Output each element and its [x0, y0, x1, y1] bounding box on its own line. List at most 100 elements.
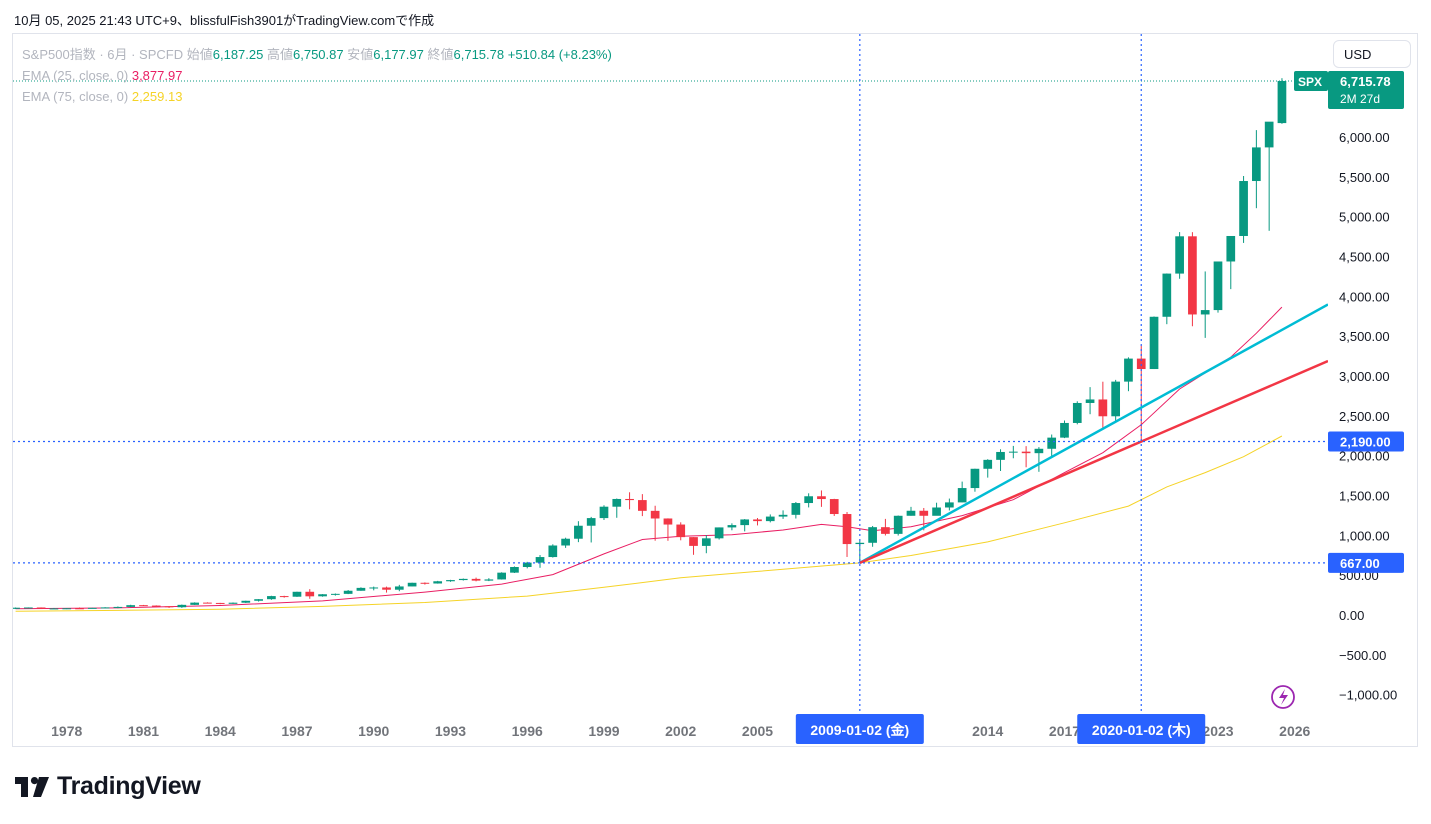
- x-tick-label: 1990: [358, 723, 389, 739]
- candle-body: [420, 582, 430, 584]
- ema75-line: [15, 435, 1283, 612]
- candle-body: [804, 496, 814, 504]
- candle-body: [343, 590, 353, 594]
- high-label: 高値: [266, 47, 293, 62]
- close-value: 6,715.78: [453, 47, 505, 62]
- candle-body: [254, 599, 263, 601]
- candle-body: [177, 604, 187, 608]
- ohlc-row: S&P500指数 · 6月 · SPCFD 始値6,187.25 高値6,750…: [22, 44, 612, 65]
- candle-body: [1162, 273, 1172, 317]
- candle-body: [574, 525, 583, 539]
- y-tick-label: 4,000.00: [1339, 289, 1390, 304]
- candle-body: [62, 608, 72, 610]
- y-tick-label: 2,500.00: [1339, 409, 1390, 424]
- candle-body: [510, 567, 519, 573]
- ema75-value: 2,259.13: [131, 89, 183, 104]
- tradingview-logo[interactable]: TradingView: [15, 772, 201, 801]
- candle-body: [625, 498, 634, 501]
- candle-body: [1124, 358, 1133, 382]
- candle-body: [151, 605, 161, 607]
- candle-body: [497, 572, 506, 580]
- candle-body: [522, 562, 532, 568]
- candle-body: [1188, 236, 1197, 315]
- x-tick-label: 1993: [435, 723, 466, 739]
- candle-body: [586, 518, 596, 526]
- candle-body: [13, 607, 20, 609]
- candle-body: [1111, 381, 1121, 417]
- price-level-badge: [1328, 552, 1404, 573]
- candle-body: [458, 578, 468, 581]
- open-label: 始値: [186, 47, 213, 62]
- candle-body: [279, 596, 289, 598]
- low-value: 6,177.97: [373, 47, 424, 62]
- candle-body: [1264, 121, 1274, 148]
- x-tick-label: 1981: [128, 723, 159, 739]
- candle-body: [1085, 399, 1095, 403]
- candle-body: [765, 516, 775, 522]
- ema25-line: [15, 306, 1283, 610]
- candle-body: [881, 527, 890, 534]
- candle-body: [407, 582, 417, 587]
- candle-body: [945, 502, 954, 508]
- x-tick-label: 1984: [205, 723, 236, 739]
- candle-body: [318, 594, 327, 597]
- ema25-row[interactable]: EMA (25, close, 0) 3,877.97: [22, 65, 612, 86]
- y-tick-label: 4,500.00: [1339, 250, 1390, 265]
- date-badge-text: 2009-01-02 (金): [810, 722, 909, 738]
- ema75-row[interactable]: EMA (75, close, 0) 2,259.13: [22, 86, 612, 107]
- candle-body: [893, 515, 903, 534]
- candle-body: [305, 591, 315, 597]
- brand-name: TradingView: [57, 772, 201, 800]
- currency-selector[interactable]: USD: [1333, 40, 1411, 68]
- high-value: 6,750.87: [293, 47, 344, 62]
- candle-body: [1098, 399, 1108, 417]
- candle-body: [113, 606, 123, 608]
- candle-body: [331, 593, 340, 595]
- candle-body: [1021, 451, 1031, 454]
- bar-countdown-text: 2M 27d: [1340, 92, 1380, 106]
- y-tick-label: 5,500.00: [1339, 170, 1390, 185]
- candle-body: [676, 524, 686, 538]
- candle-body: [701, 538, 711, 546]
- y-tick-label: 5,000.00: [1339, 210, 1390, 225]
- candle-body: [1060, 422, 1069, 438]
- candle-body: [1136, 358, 1146, 370]
- trendline-cyan: [859, 303, 1328, 564]
- candle-body: [203, 602, 212, 604]
- ema25-value: 3,877.97: [131, 68, 183, 83]
- candle-body: [535, 557, 545, 563]
- last-price-badge-text: 6,715.78: [1340, 74, 1391, 89]
- candle-body: [1213, 261, 1223, 311]
- candle-body: [100, 607, 110, 609]
- candle-body: [446, 580, 455, 582]
- plot-area: [13, 34, 1328, 713]
- ema25-label: EMA (25, close, 0): [22, 68, 129, 83]
- candle-body: [1175, 236, 1184, 274]
- candle-body: [241, 600, 251, 603]
- candle-body: [49, 608, 59, 610]
- close-label: 終値: [427, 47, 454, 62]
- candle-body: [753, 519, 762, 522]
- x-tick-label: 2023: [1202, 723, 1233, 739]
- candle-body: [932, 507, 941, 516]
- candle-body: [561, 538, 570, 546]
- candle-body: [382, 587, 391, 590]
- x-tick-label: 2002: [665, 723, 696, 739]
- candle-body: [1034, 448, 1044, 454]
- symbol-label[interactable]: S&P500指数 · 6月 · SPCFD: [22, 47, 184, 62]
- candle-body: [740, 519, 750, 526]
- candle-body: [842, 514, 852, 545]
- candle-body: [919, 510, 929, 516]
- candle-body: [650, 510, 660, 519]
- candle-body: [267, 596, 276, 600]
- candle-body: [75, 608, 84, 610]
- candle-body: [394, 586, 404, 590]
- y-tick-label: 2,000.00: [1339, 449, 1390, 464]
- y-tick-label: 1,000.00: [1339, 528, 1390, 543]
- candle-body: [1277, 80, 1287, 124]
- trendline-red: [859, 359, 1328, 565]
- y-tick-label: −500.00: [1339, 648, 1386, 663]
- candle-body: [983, 459, 993, 469]
- y-tick-label: 6,000.00: [1339, 130, 1390, 145]
